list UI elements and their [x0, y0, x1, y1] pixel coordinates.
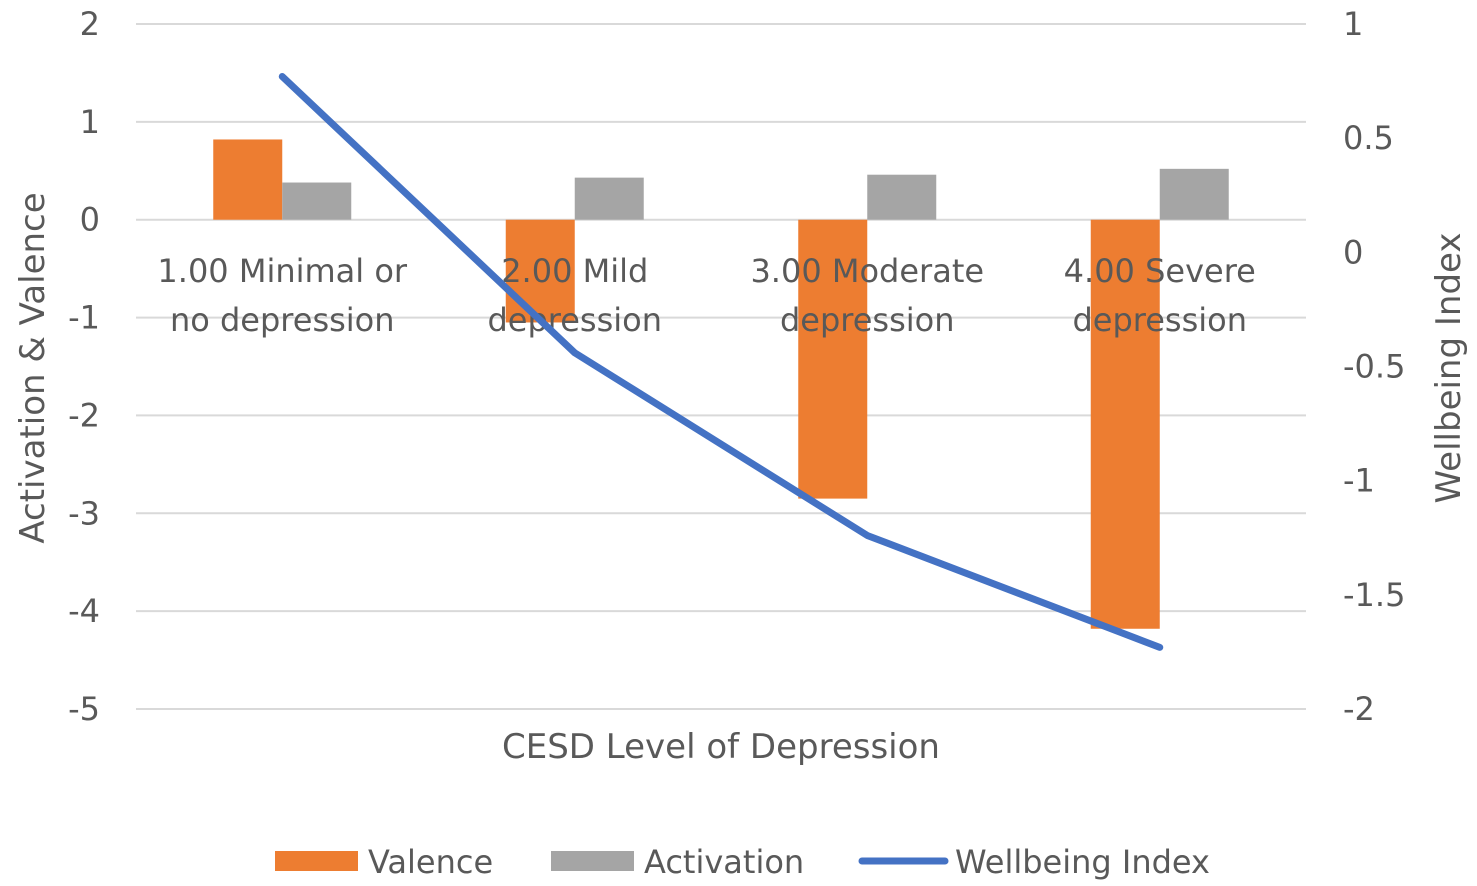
legend-swatch-valence	[275, 851, 358, 871]
y2-tick-label: -1.5	[1343, 576, 1405, 614]
y2-tick-label: 0.5	[1343, 119, 1394, 157]
legend-label-valence: Valence	[368, 843, 493, 881]
y-tick-label: -3	[68, 494, 100, 532]
x-tick-label: no depression	[170, 301, 395, 339]
x-axis-title: CESD Level of Depression	[502, 727, 940, 767]
category-labels: 1.00 Minimal or no depression 2.00 Mild dep…	[157, 252, 1255, 339]
x-tick-label: 1.00 Minimal or	[157, 252, 408, 290]
x-tick-label: depression	[1072, 301, 1247, 339]
legend-item-activation: Activation	[551, 843, 804, 881]
bar-valence	[798, 219, 868, 499]
x-tick-label: depression	[780, 301, 955, 339]
y2-tick-label: -2	[1343, 690, 1375, 728]
legend-swatch-activation	[551, 851, 634, 871]
y2-axis-title: Wellbeing Index	[1429, 233, 1469, 504]
y-tick-label: -2	[68, 396, 100, 434]
y2-tick-label: -1	[1343, 462, 1375, 500]
bar-valence	[505, 219, 575, 323]
y2-tick-label: 1	[1343, 5, 1363, 43]
left-axis-ticks: 2 1 0 -1 -2 -3 -4 -5	[68, 5, 100, 728]
line-wellbeing-index	[278, 73, 1164, 651]
bar-activation	[574, 177, 644, 220]
y-tick-label: 0	[80, 201, 100, 239]
legend: Valence Activation Wellbeing Index	[275, 843, 1210, 881]
bar-valence	[1090, 219, 1160, 629]
bar-activation	[867, 174, 937, 220]
y2-tick-label: -0.5	[1343, 348, 1405, 386]
bar-valence	[213, 139, 283, 220]
legend-item-wellbeing-index: Wellbeing Index	[858, 843, 1210, 881]
right-axis-ticks: 1 0.5 0 -0.5 -1 -1.5 -2	[1343, 5, 1405, 728]
legend-label-wellbeing-index: Wellbeing Index	[955, 843, 1210, 881]
y-tick-label: 2	[80, 5, 100, 43]
legend-label-activation: Activation	[644, 843, 804, 881]
x-tick-label: 4.00 Severe	[1064, 252, 1256, 290]
y-tick-label: -5	[68, 690, 100, 728]
y-tick-label: -1	[68, 299, 100, 337]
y-tick-label: 1	[80, 103, 100, 141]
bar-activation	[282, 182, 352, 220]
x-tick-label: 3.00 Moderate	[750, 252, 984, 290]
x-tick-label: 2.00 Mild	[501, 252, 648, 290]
bar-series	[213, 139, 1229, 629]
bar-activation	[1159, 168, 1229, 220]
y2-tick-label: 0	[1343, 233, 1363, 271]
legend-item-valence: Valence	[275, 843, 493, 881]
y-tick-label: -4	[68, 592, 100, 630]
x-tick-label: depression	[487, 301, 662, 339]
y-axis-title: Activation & Valence	[13, 192, 53, 543]
line-series	[278, 73, 1164, 651]
